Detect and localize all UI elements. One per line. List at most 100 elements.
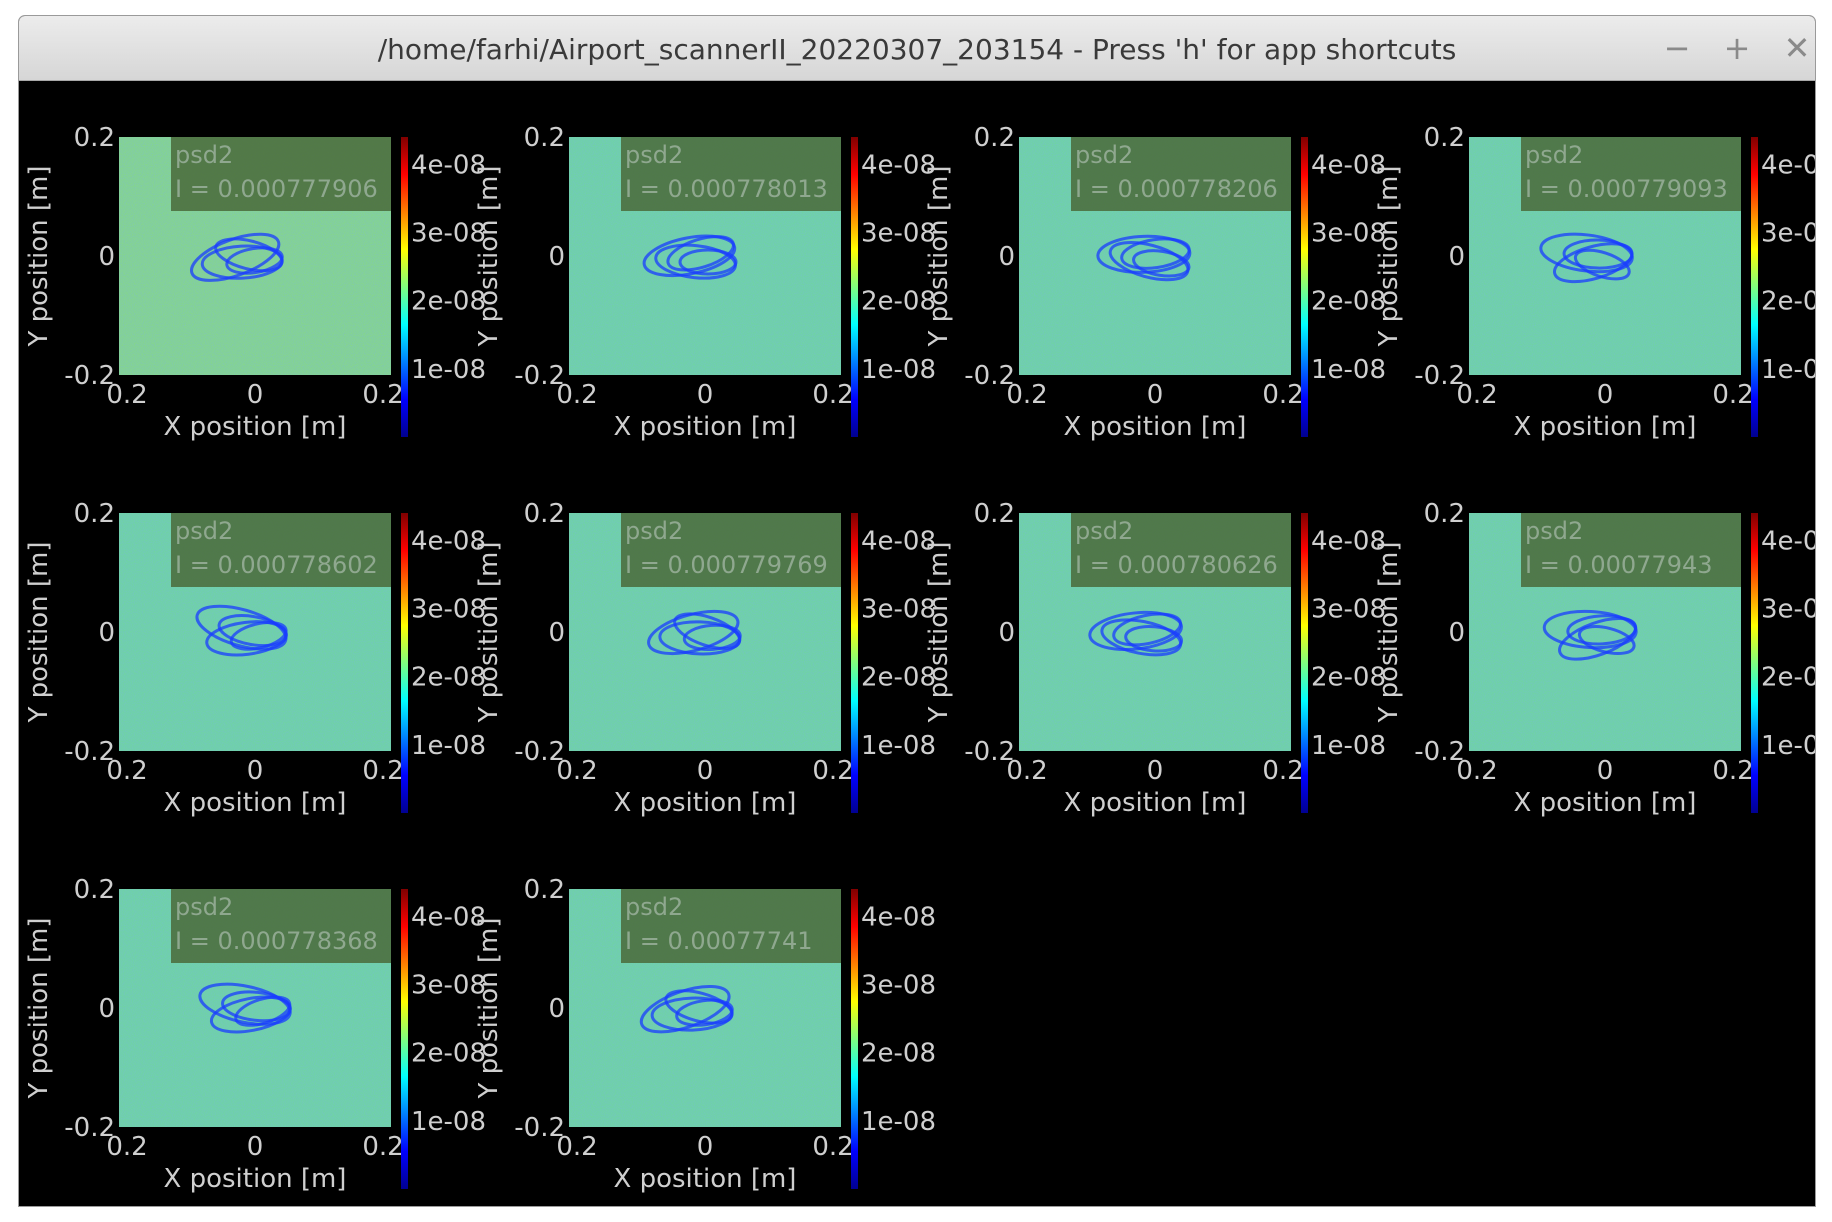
x-tick-label: 0 [247,756,264,786]
colorbar-tick-label: 4e-08 [411,902,486,932]
colorbar-tick-label: 2e-08 [1311,663,1386,693]
x-tick-label: 0 [1147,756,1164,786]
x-tick-label: 0 [697,380,714,410]
x-tick-label: 0 [697,1132,714,1162]
signal-ring [1577,625,1636,656]
colorbar-tick-label: 1e-08 [861,731,936,761]
y-tick-label: 0 [98,618,115,648]
signal-ring [675,998,734,1027]
x-tick-label: 0.2 [556,380,597,410]
signal-ring [1112,612,1182,647]
x-axis-label: X position [m] [1514,412,1697,442]
legend-series-label: psd2 [625,141,683,169]
maximize-button[interactable]: + [1723,29,1751,67]
signal-ring [1573,248,1631,281]
legend-intensity-label: I = 0.000779769 [625,551,828,579]
x-tick-label: 0 [1147,380,1164,410]
x-tick-label: 0.2 [106,756,147,786]
signal-ring [664,989,734,1025]
y-axis-label: Y position [m] [1374,165,1404,347]
y-axis-label: Y position [m] [474,541,504,723]
titlebar[interactable]: /home/farhi/Airport_scannerII_20220307_2… [19,16,1815,81]
colorbar-tick-label: 1e-08 [861,355,936,385]
colorbar-tick-label: 2e-08 [411,663,486,693]
colorbar-tick-label: 1e-08 [1761,731,1815,761]
legend-intensity-label: I = 0.000778206 [1075,175,1278,203]
y-tick-label: -0.2 [964,361,1015,391]
legend-box [1071,137,1291,211]
y-tick-label: 0 [548,618,565,648]
legend-series-label: psd2 [1075,517,1133,545]
x-axis-label: X position [m] [1514,788,1697,818]
colorbar-tick-label: 2e-08 [411,1039,486,1069]
x-tick-label: 0.2 [1262,380,1303,410]
colorbar-tick-label: 1e-08 [411,355,486,385]
legend-series-label: psd2 [1075,141,1133,169]
minimize-button[interactable]: − [1663,29,1691,67]
signal-ring [1124,625,1184,653]
colorbar [851,513,858,813]
y-tick-label: 0 [1448,242,1465,272]
colorbar-tick-label: 3e-08 [1311,594,1386,624]
colorbar [1751,137,1758,437]
colorbar-tick-label: 4e-08 [861,526,936,556]
close-button[interactable]: ✕ [1783,29,1811,67]
legend-box [621,513,841,587]
y-tick-label: 0 [98,994,115,1024]
colorbar-tick-label: 4e-08 [1761,150,1815,180]
colorbar-tick-label: 3e-08 [1311,218,1386,248]
y-axis-label: Y position [m] [24,165,54,347]
colorbar-tick-label: 2e-08 [1761,663,1815,693]
signal-ring [666,235,735,272]
x-tick-label: 0 [697,756,714,786]
y-tick-label: 0 [548,994,565,1024]
y-tick-label: 0.2 [974,499,1015,529]
y-tick-label: 0 [548,242,565,272]
colorbar-tick-label: 1e-08 [1311,355,1386,385]
y-tick-label: 0.2 [74,875,115,905]
x-axis-label: X position [m] [1064,788,1247,818]
colorbar-tick-label: 4e-08 [411,526,486,556]
x-tick-label: 0.2 [362,380,403,410]
y-axis-label: Y position [m] [24,541,54,723]
colorbar-tick-label: 1e-08 [411,731,486,761]
colorbar-tick-label: 1e-08 [1311,731,1386,761]
legend-series-label: psd2 [1525,517,1583,545]
x-tick-label: 0.2 [106,380,147,410]
y-tick-label: -0.2 [64,361,115,391]
y-axis-label: Y position [m] [474,165,504,347]
y-tick-label: -0.2 [1414,361,1465,391]
x-tick-label: 0.2 [1006,756,1047,786]
y-tick-label: -0.2 [64,1113,115,1143]
y-tick-label: -0.2 [1414,737,1465,767]
x-tick-label: 0 [247,380,264,410]
x-tick-label: 0.2 [1712,756,1753,786]
signal-ring [1566,614,1638,646]
y-tick-label: 0.2 [524,123,565,153]
x-axis-label: X position [m] [614,788,797,818]
colorbar [851,137,858,437]
y-tick-label: -0.2 [514,361,565,391]
colorbar-tick-label: 3e-08 [1761,218,1815,248]
x-tick-label: 0.2 [106,1132,147,1162]
x-axis-label: X position [m] [614,1164,797,1194]
colorbar-tick-label: 3e-08 [861,218,936,248]
signal-ring [1562,238,1634,270]
app-window: /home/farhi/Airport_scannerII_20220307_2… [18,15,1816,1207]
y-axis-label: Y position [m] [924,165,954,347]
colorbar [1301,137,1308,437]
x-axis-label: X position [m] [164,1164,347,1194]
signal-ring [682,623,742,651]
legend-intensity-label: I = 0.000780626 [1075,551,1278,579]
signal-ring [225,246,284,275]
